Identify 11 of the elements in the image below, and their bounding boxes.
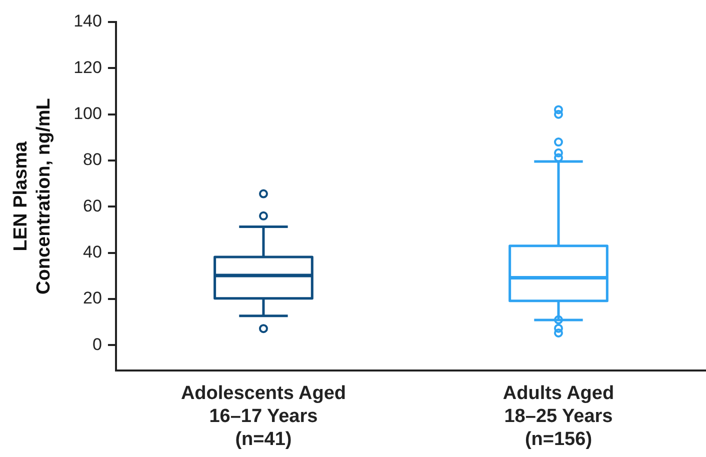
y-tick-label: 40 — [83, 242, 102, 262]
y-tick-label: 60 — [83, 196, 102, 216]
y-axis-title: LEN Plasma Concentration, ng/mL — [10, 98, 54, 294]
y-tick-label: 120 — [74, 58, 102, 77]
y-tick-label: 100 — [74, 104, 102, 124]
x-tick-label: Adolescents Aged 16–17 Years (n=41) — [180, 383, 346, 450]
x-tick-label: Adults Aged 18–25 Years (n=156) — [502, 383, 614, 450]
y-tick-label: 80 — [83, 150, 102, 170]
y-tick-label: 0 — [92, 334, 102, 354]
y-tick-label: 140 — [74, 12, 102, 31]
y-tick-label: 20 — [83, 288, 102, 308]
